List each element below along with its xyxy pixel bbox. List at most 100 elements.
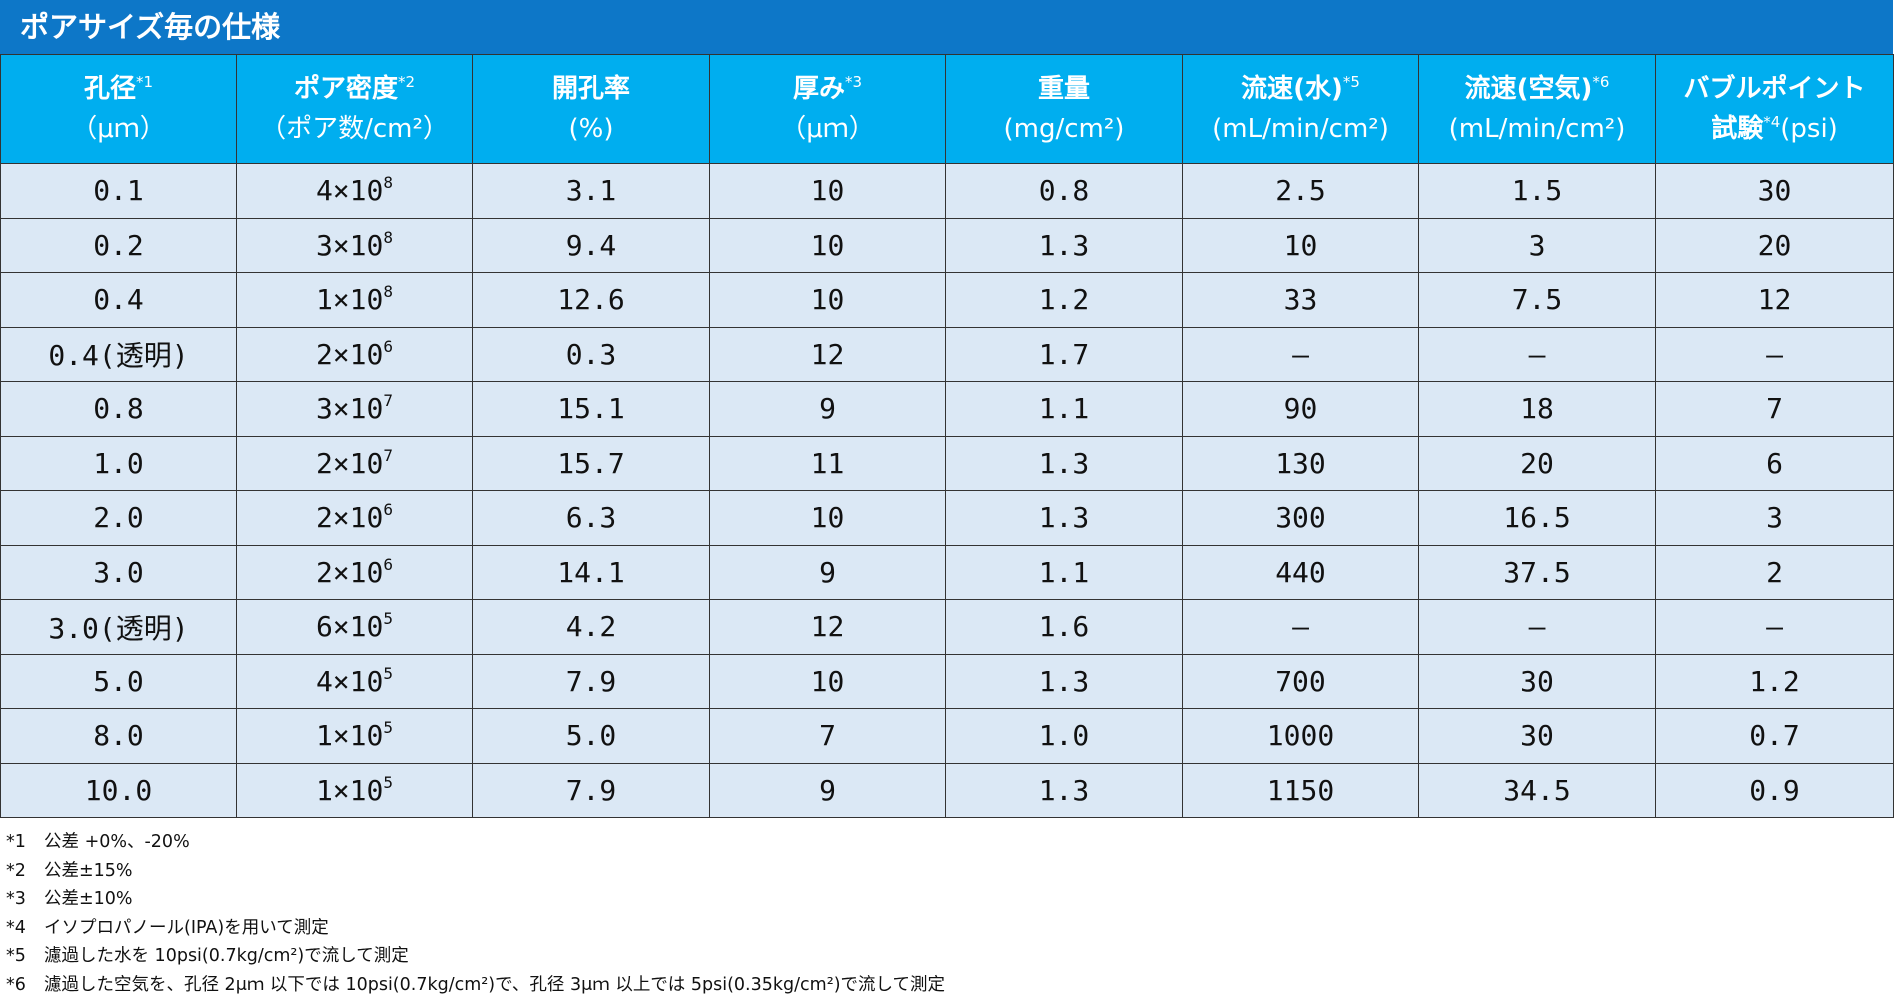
cell-thickness: 7 [710, 709, 946, 764]
cell-water-flow: 700 [1183, 654, 1419, 709]
cell-pore-density: 1×105 [237, 763, 473, 818]
cell-open-area: 12.6 [473, 273, 710, 328]
cell-air-flow: 37.5 [1419, 545, 1656, 600]
cell-thickness: 12 [710, 600, 946, 655]
cell-thickness: 12 [710, 327, 946, 382]
cell-open-area: 7.9 [473, 654, 710, 709]
cell-thickness: 10 [710, 491, 946, 546]
cell-water-flow: 10 [1183, 218, 1419, 273]
cell-pore-size: 8.0 [1, 709, 237, 764]
header-row: 孔径*1 （μｍ） ポア密度*2 （ポア数/cm²） 開孔率 (%) 厚み*3 … [1, 55, 1894, 164]
footnote-text: 公差 +0%、-20% [44, 832, 190, 852]
cell-open-area: 9.4 [473, 218, 710, 273]
spec-table: 孔径*1 （μｍ） ポア密度*2 （ポア数/cm²） 開孔率 (%) 厚み*3 … [0, 54, 1894, 818]
header-bubble-point: バブルポイント 試験*4(psi) [1656, 55, 1894, 164]
header-weight: 重量 (mg/cm²) [946, 55, 1183, 164]
cell-pore-density: 4×105 [237, 654, 473, 709]
cell-air-flow: 3 [1419, 218, 1656, 273]
cell-weight: 1.3 [946, 763, 1183, 818]
cell-open-area: 3.1 [473, 164, 710, 219]
cell-pore-size: 5.0 [1, 654, 237, 709]
cell-air-flow: 7.5 [1419, 273, 1656, 328]
cell-bubble-point: 1.2 [1656, 654, 1894, 709]
cell-thickness: 9 [710, 382, 946, 437]
header-pore-size: 孔径*1 （μｍ） [1, 55, 237, 164]
cell-pore-density: 6×105 [237, 600, 473, 655]
cell-pore-density: 3×108 [237, 218, 473, 273]
cell-pore-size: 3.0(透明) [1, 600, 237, 655]
cell-pore-density: 1×105 [237, 709, 473, 764]
cell-open-area: 5.0 [473, 709, 710, 764]
cell-pore-density: 2×106 [237, 491, 473, 546]
cell-water-flow: – [1183, 600, 1419, 655]
footnote-text: イソプロパノール(IPA)を用いて測定 [44, 918, 329, 938]
cell-weight: 1.3 [946, 436, 1183, 491]
footnote-text: 濾過した水を 10psi(0.7kg/cm²)で流して測定 [44, 946, 409, 966]
cell-air-flow: 20 [1419, 436, 1656, 491]
cell-bubble-point: 20 [1656, 218, 1894, 273]
footnote-text: 濾過した空気を、孔径 2μｍ 以下では 10psi(0.7kg/cm²)で、孔径… [44, 975, 945, 995]
footnote-mark: *2 [6, 857, 44, 886]
cell-thickness: 9 [710, 545, 946, 600]
cell-bubble-point: 2 [1656, 545, 1894, 600]
cell-bubble-point: – [1656, 327, 1894, 382]
cell-pore-density: 3×107 [237, 382, 473, 437]
cell-pore-size: 2.0 [1, 491, 237, 546]
cell-pore-density: 1×108 [237, 273, 473, 328]
footnote-mark: *1 [6, 828, 44, 857]
cell-pore-density: 2×107 [237, 436, 473, 491]
header-air-flow: 流速(空気)*6 (mL/min/cm²) [1419, 55, 1656, 164]
cell-bubble-point: 30 [1656, 164, 1894, 219]
cell-bubble-point: 0.9 [1656, 763, 1894, 818]
cell-water-flow: 33 [1183, 273, 1419, 328]
cell-open-area: 15.7 [473, 436, 710, 491]
cell-water-flow: 300 [1183, 491, 1419, 546]
cell-air-flow: 18 [1419, 382, 1656, 437]
cell-weight: 1.1 [946, 382, 1183, 437]
cell-open-area: 0.3 [473, 327, 710, 382]
cell-water-flow: 1150 [1183, 763, 1419, 818]
cell-weight: 1.2 [946, 273, 1183, 328]
cell-air-flow: 30 [1419, 709, 1656, 764]
cell-weight: 1.3 [946, 491, 1183, 546]
cell-water-flow: 2.5 [1183, 164, 1419, 219]
cell-pore-size: 0.4(透明) [1, 327, 237, 382]
footnote-mark: *6 [6, 971, 44, 999]
cell-air-flow: 34.5 [1419, 763, 1656, 818]
cell-pore-size: 3.0 [1, 545, 237, 600]
cell-bubble-point: 7 [1656, 382, 1894, 437]
cell-pore-density: 2×106 [237, 327, 473, 382]
cell-pore-size: 1.0 [1, 436, 237, 491]
cell-air-flow: 16.5 [1419, 491, 1656, 546]
cell-thickness: 9 [710, 763, 946, 818]
cell-open-area: 7.9 [473, 763, 710, 818]
cell-weight: 1.6 [946, 600, 1183, 655]
footnote-mark: *3 [6, 885, 44, 914]
cell-weight: 1.7 [946, 327, 1183, 382]
cell-water-flow: – [1183, 327, 1419, 382]
cell-water-flow: 440 [1183, 545, 1419, 600]
cell-bubble-point: 12 [1656, 273, 1894, 328]
footnote-text: 公差±15% [44, 861, 133, 881]
cell-bubble-point: – [1656, 600, 1894, 655]
cell-thickness: 10 [710, 164, 946, 219]
header-thickness: 厚み*3 （μｍ） [710, 55, 946, 164]
footnote-mark: *5 [6, 942, 44, 971]
cell-water-flow: 90 [1183, 382, 1419, 437]
cell-weight: 1.3 [946, 654, 1183, 709]
cell-pore-size: 0.1 [1, 164, 237, 219]
cell-air-flow: 1.5 [1419, 164, 1656, 219]
cell-bubble-point: 0.7 [1656, 709, 1894, 764]
